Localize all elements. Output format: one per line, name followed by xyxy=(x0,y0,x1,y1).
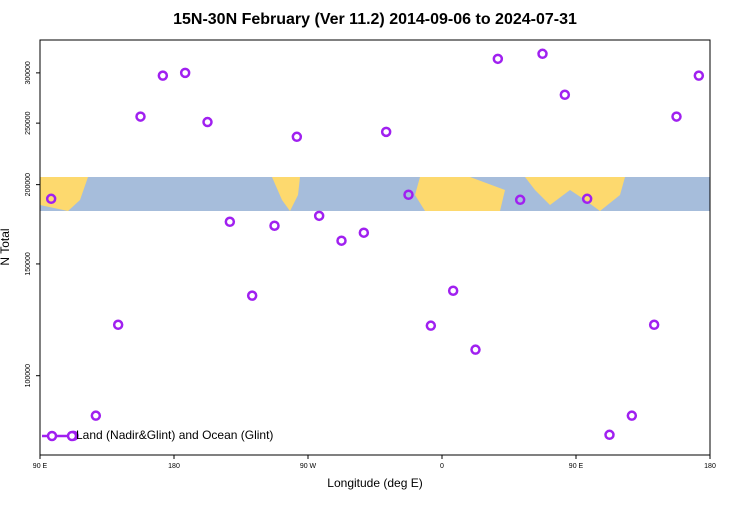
data-point xyxy=(626,410,638,421)
data-point xyxy=(291,131,303,143)
x-tick-label: 180 xyxy=(168,463,180,470)
y-tick-label: 200000 xyxy=(25,173,32,196)
map-band xyxy=(40,177,710,211)
data-point xyxy=(45,193,57,205)
data-point xyxy=(648,319,660,331)
data-point xyxy=(537,48,548,60)
legend-marker xyxy=(66,430,78,442)
plot-frame xyxy=(39,39,711,456)
data-point xyxy=(693,70,705,81)
y-tick-label: 300000 xyxy=(25,61,32,84)
data-point xyxy=(559,89,571,101)
x-tick-label: 90 E xyxy=(569,463,584,470)
x-tick-label: 180 xyxy=(704,463,716,470)
data-point xyxy=(492,53,504,65)
data-point xyxy=(90,410,102,421)
data-point xyxy=(179,67,191,79)
y-tick-label: 100000 xyxy=(25,364,32,387)
data-point xyxy=(112,319,124,331)
x-tick-label: 90 E xyxy=(33,463,48,470)
y-tick-label: 150000 xyxy=(25,252,32,275)
data-point xyxy=(135,111,146,122)
data-point xyxy=(514,194,526,206)
y-axis-label: N Total xyxy=(0,228,12,265)
x-tick-label: 90 W xyxy=(300,463,317,470)
data-point xyxy=(671,111,682,122)
y-tick-label: 250000 xyxy=(25,111,32,134)
data-point xyxy=(403,189,414,200)
data-point xyxy=(358,227,370,238)
x-axis-label: Longitude (deg E) xyxy=(327,476,422,490)
chart-title: 15N-30N February (Ver 11.2) 2014-09-06 t… xyxy=(173,11,577,28)
data-point xyxy=(581,193,593,205)
legend-label: Land (Nadir&Glint) and Ocean (Glint) xyxy=(76,428,273,442)
data-point xyxy=(313,210,325,222)
legend-marker xyxy=(46,430,58,442)
data-point xyxy=(447,285,459,296)
data-point xyxy=(425,320,437,331)
data-point xyxy=(336,235,347,246)
data-point xyxy=(157,70,169,81)
data-point xyxy=(246,290,258,301)
x-tick-label: 0 xyxy=(440,463,444,470)
data-point xyxy=(224,216,236,228)
data-point xyxy=(202,116,213,128)
legend: Land (Nadir&Glint) and Ocean (Glint) xyxy=(42,428,273,442)
data-point xyxy=(470,344,481,355)
data-point xyxy=(269,220,280,231)
data-point xyxy=(380,126,392,138)
data-point xyxy=(604,429,615,441)
